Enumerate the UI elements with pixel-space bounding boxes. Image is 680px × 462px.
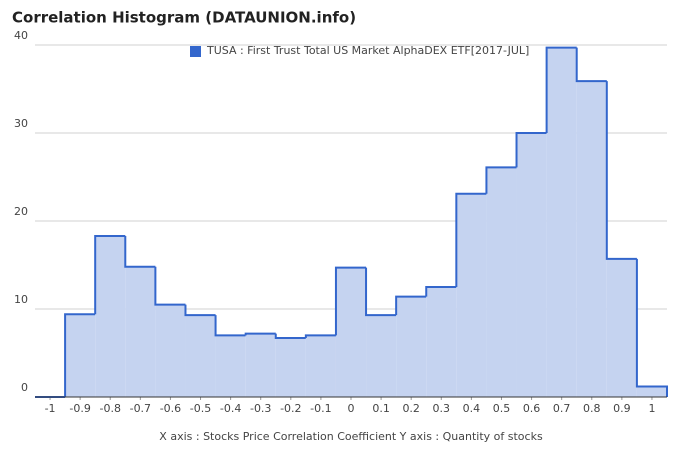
bar (516, 133, 547, 397)
bar-outline (94, 234, 126, 315)
bar-outline (64, 313, 96, 397)
bar-outline (455, 192, 487, 287)
bar (95, 235, 126, 397)
x-tick-label: 0.2 (402, 402, 420, 415)
bar (636, 386, 667, 397)
y-tick-label: 0 (21, 381, 28, 394)
bar-outline (184, 304, 216, 317)
bar (576, 81, 607, 397)
bar-outline (244, 332, 276, 336)
x-tick-label: 0 (348, 402, 355, 415)
bar-outline (575, 47, 607, 83)
x-tick-label: -0.7 (130, 402, 151, 415)
bar-outline (425, 286, 457, 297)
bar (606, 258, 637, 397)
bar-outline (334, 266, 367, 336)
x-tick-label: -0.1 (310, 402, 331, 415)
bar (546, 47, 577, 397)
x-tick-label: 0.6 (523, 402, 541, 415)
bar-outline (605, 81, 637, 260)
y-tick-label: 30 (14, 117, 28, 130)
x-tick-label: -0.8 (100, 402, 121, 415)
axis-caption: X axis : Stocks Price Correlation Coeffi… (159, 430, 543, 443)
bar (426, 287, 457, 397)
bar-outline (485, 166, 517, 194)
bar-outline (635, 258, 668, 397)
x-tick-label: 0.7 (553, 402, 571, 415)
y-tick-label: 20 (14, 205, 28, 218)
bar (65, 314, 96, 397)
x-tick-label: 0.3 (433, 402, 451, 415)
bar (456, 193, 487, 397)
bar-outline (124, 235, 156, 268)
bar-outline (365, 267, 397, 317)
bar-outline (214, 315, 246, 337)
bar (245, 333, 276, 397)
bar-outline (154, 266, 186, 306)
legend-swatch (190, 46, 201, 57)
x-tick-label: -1 (45, 402, 56, 415)
bar-outline (395, 295, 427, 316)
x-tick-label: -0.9 (69, 402, 90, 415)
legend-label: TUSA : First Trust Total US Market Alpha… (206, 44, 529, 57)
bar-outline (515, 132, 547, 168)
x-tick-label: -0.5 (190, 402, 211, 415)
bar (185, 315, 216, 397)
x-tick-label: -0.6 (160, 402, 181, 415)
bar-outline (274, 333, 306, 340)
x-tick-label: 0.1 (372, 402, 390, 415)
y-tick-label: 10 (14, 293, 28, 306)
x-tick-label: -0.3 (250, 402, 271, 415)
bar (125, 266, 156, 397)
x-tick-label: 1 (648, 402, 655, 415)
bar-outline (545, 46, 577, 133)
bar (486, 167, 517, 397)
x-tick-label: 0.9 (613, 402, 631, 415)
bar (366, 315, 397, 397)
x-tick-label: -0.4 (220, 402, 241, 415)
y-tick-label: 40 (14, 29, 28, 42)
x-tick-label: 0.8 (583, 402, 601, 415)
x-tick-label: 0.4 (463, 402, 481, 415)
bar (335, 267, 367, 397)
bar (305, 335, 336, 397)
bar (155, 304, 186, 397)
bar (275, 338, 306, 397)
chart-title: Correlation Histogram (DATAUNION.info) (12, 9, 356, 27)
x-tick-label: -0.2 (280, 402, 301, 415)
bar (215, 335, 246, 397)
bar (396, 296, 427, 397)
bar-outline (304, 334, 336, 339)
x-tick-label: 0.5 (493, 402, 511, 415)
